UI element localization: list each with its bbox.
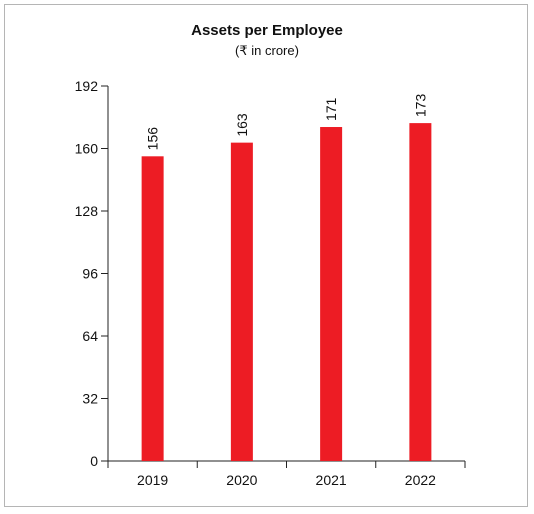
- y-tick-label: 64: [82, 328, 98, 344]
- bar: [230, 142, 253, 461]
- x-tick-label: 2019: [137, 472, 168, 488]
- data-label: 171: [323, 97, 339, 121]
- bar: [320, 127, 343, 461]
- y-tick-label: 0: [90, 453, 98, 469]
- bar: [141, 156, 164, 461]
- chart-bars: [141, 123, 432, 461]
- chart-title: Assets per Employee: [191, 22, 343, 39]
- y-tick-label: 96: [82, 266, 98, 282]
- y-tick-label: 160: [75, 141, 99, 157]
- chart-frame: [4, 4, 528, 507]
- bar: [409, 123, 432, 461]
- data-label: 156: [145, 127, 161, 151]
- chart-labels: 0 32 64 96 128 160 192 2019 156 2020 163 2021 171 202…: [75, 78, 437, 488]
- x-tick-label: 2021: [316, 472, 347, 488]
- data-label: 173: [412, 94, 428, 118]
- chart-axes: [101, 85, 466, 468]
- y-tick-label: 32: [82, 391, 98, 407]
- x-tick-label: 2020: [226, 472, 257, 488]
- chart-subtitle: (₹ in crore): [235, 43, 299, 58]
- data-label: 163: [234, 113, 250, 137]
- y-tick-label: 192: [75, 78, 99, 94]
- x-tick-label: 2022: [405, 472, 436, 488]
- y-tick-label: 128: [75, 203, 99, 219]
